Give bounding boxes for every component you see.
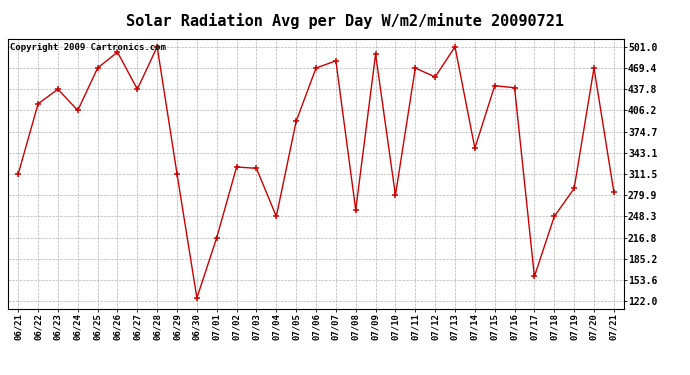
Text: Copyright 2009 Cartronics.com: Copyright 2009 Cartronics.com (10, 44, 166, 52)
Text: Solar Radiation Avg per Day W/m2/minute 20090721: Solar Radiation Avg per Day W/m2/minute … (126, 13, 564, 29)
